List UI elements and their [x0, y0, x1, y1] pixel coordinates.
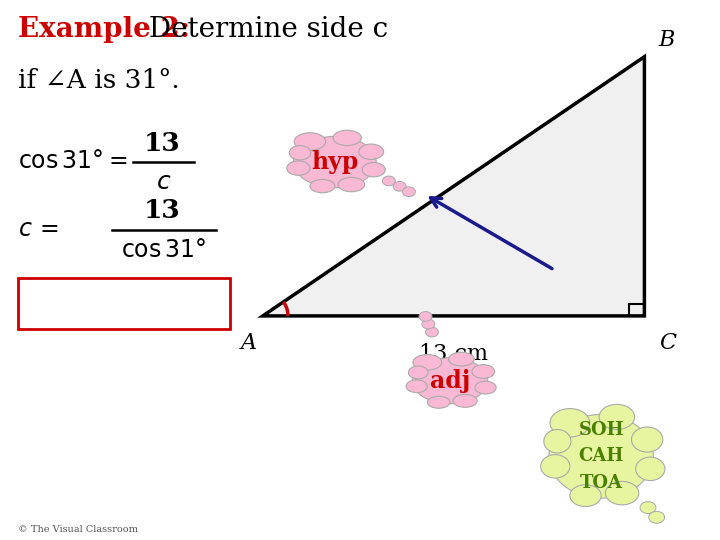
- Ellipse shape: [419, 312, 432, 321]
- Text: Example 2:: Example 2:: [18, 16, 190, 43]
- Ellipse shape: [294, 133, 325, 150]
- Ellipse shape: [287, 161, 310, 176]
- Ellipse shape: [549, 415, 654, 498]
- Ellipse shape: [408, 366, 428, 379]
- Ellipse shape: [294, 137, 376, 187]
- Ellipse shape: [393, 181, 406, 191]
- Ellipse shape: [599, 404, 634, 429]
- Text: if ∠A is 31°.: if ∠A is 31°.: [18, 68, 180, 92]
- Ellipse shape: [544, 429, 571, 453]
- Ellipse shape: [428, 396, 450, 408]
- Text: $c$: $c$: [156, 171, 171, 194]
- Text: 13: 13: [143, 131, 181, 156]
- Ellipse shape: [541, 455, 570, 478]
- Text: $\mathrm{cos\,31°}$: $\mathrm{cos\,31°}$: [121, 239, 206, 261]
- Text: adj: adj: [430, 369, 470, 393]
- Text: $c\,=$: $c\,=$: [18, 218, 58, 241]
- Text: $c$ = 15.2 cm: $c$ = 15.2 cm: [48, 293, 200, 315]
- Ellipse shape: [472, 364, 495, 379]
- Ellipse shape: [289, 146, 311, 160]
- Polygon shape: [263, 57, 644, 316]
- Ellipse shape: [422, 319, 435, 329]
- Ellipse shape: [640, 502, 656, 514]
- Ellipse shape: [406, 380, 428, 393]
- Text: C: C: [659, 332, 676, 354]
- Ellipse shape: [449, 352, 474, 366]
- Ellipse shape: [412, 357, 488, 404]
- Text: B: B: [659, 29, 675, 51]
- Ellipse shape: [413, 355, 441, 370]
- Ellipse shape: [570, 485, 601, 507]
- Ellipse shape: [382, 176, 395, 186]
- Ellipse shape: [426, 327, 438, 337]
- Ellipse shape: [333, 130, 361, 146]
- Ellipse shape: [475, 381, 496, 394]
- Ellipse shape: [359, 144, 384, 159]
- Text: 13 cm: 13 cm: [419, 343, 488, 365]
- Ellipse shape: [362, 163, 385, 177]
- Text: SOH
CAH
TOA: SOH CAH TOA: [578, 421, 624, 492]
- Ellipse shape: [636, 457, 665, 481]
- Text: hyp: hyp: [311, 150, 359, 174]
- Ellipse shape: [402, 187, 415, 197]
- Text: 13: 13: [143, 198, 181, 223]
- Text: $\mathrm{cos\,31°} =$: $\mathrm{cos\,31°} =$: [18, 151, 127, 173]
- Ellipse shape: [550, 409, 590, 437]
- Ellipse shape: [310, 179, 335, 193]
- Text: Determine side c: Determine side c: [140, 16, 389, 43]
- Text: © The Visual Classroom: © The Visual Classroom: [18, 524, 138, 534]
- Text: A: A: [240, 332, 256, 354]
- Ellipse shape: [631, 427, 663, 452]
- FancyBboxPatch shape: [18, 278, 230, 329]
- Ellipse shape: [338, 177, 364, 192]
- Ellipse shape: [649, 511, 665, 523]
- Ellipse shape: [453, 394, 477, 407]
- Ellipse shape: [606, 482, 639, 505]
